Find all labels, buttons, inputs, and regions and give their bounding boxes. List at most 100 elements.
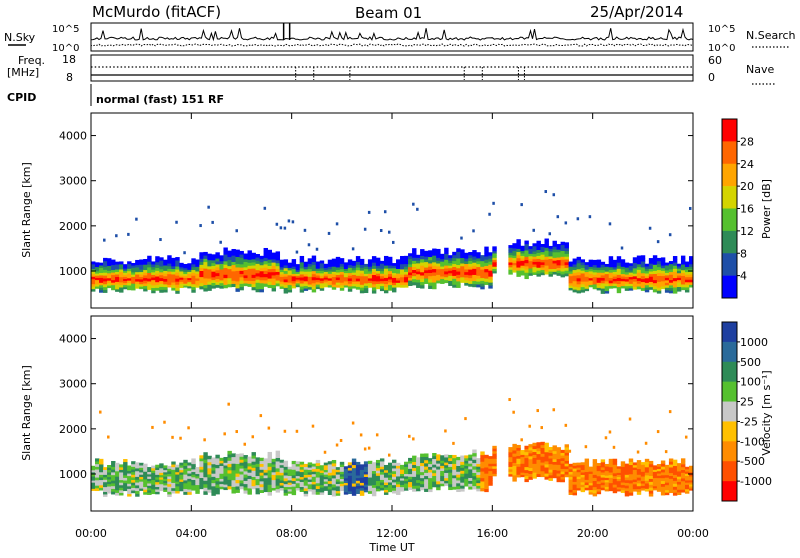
echo-cell [636, 275, 642, 279]
echo-cell [492, 465, 497, 469]
echo-cell [259, 478, 264, 482]
echo-cell [628, 483, 634, 487]
echo-cell [95, 262, 100, 265]
echo-cell [528, 470, 533, 474]
echo-cell [464, 269, 469, 273]
echo-scatter [520, 203, 523, 207]
echo-cell [131, 272, 136, 275]
echo-cell [512, 248, 517, 251]
echo-cell [516, 466, 521, 470]
echo-cell [203, 284, 208, 289]
echo-cell [536, 246, 541, 251]
echo-cell [147, 267, 152, 271]
echo-cell [616, 470, 622, 473]
echo-cell [159, 477, 164, 480]
echo-cell [668, 486, 674, 491]
echo-cell [532, 469, 537, 473]
echo-cell [147, 480, 152, 484]
echo-cell [315, 270, 321, 274]
echo-cell [327, 466, 333, 470]
colorbar-segment [722, 361, 737, 382]
echo-cell [131, 269, 136, 273]
echo-cell [203, 452, 208, 457]
echo-cell [275, 464, 281, 469]
echo-cell [660, 472, 666, 476]
echo-cell [596, 269, 602, 273]
echo-cell [91, 273, 96, 277]
station-title: McMurdo (fitACF) [92, 3, 221, 21]
echo-cell [355, 258, 361, 262]
echo-cell [307, 266, 313, 270]
echo-cell [175, 478, 180, 482]
echo-cell [167, 481, 172, 485]
echo-cell [640, 485, 646, 489]
echo-cell [167, 470, 172, 474]
echo-cell [271, 474, 277, 478]
echo-cell [347, 278, 353, 282]
echo-cell [480, 458, 485, 462]
echo-cell [628, 476, 634, 481]
echo-cell [532, 253, 537, 257]
echo-cell [339, 485, 345, 489]
echo-cell [231, 280, 236, 284]
echo-cell [139, 474, 144, 478]
echo-cell [163, 267, 168, 271]
echo-cell [191, 476, 196, 480]
echo-cell [392, 459, 397, 463]
echo-cell [448, 280, 453, 284]
echo-cell [656, 473, 662, 476]
echo-cell [524, 448, 529, 453]
echo-cell [484, 259, 489, 263]
echo-cell [383, 487, 389, 490]
echo-cell [684, 281, 690, 285]
echo-cell [199, 472, 204, 476]
echo-cell [359, 482, 365, 486]
echo-cell [480, 471, 485, 475]
echo-cell [564, 463, 569, 467]
echo-cell [351, 470, 357, 475]
echo-cell [183, 471, 188, 475]
echo-cell [688, 276, 694, 280]
echo-cell [231, 460, 236, 464]
echo-cell [648, 481, 654, 485]
echo-cell [151, 287, 156, 291]
echo-cell [648, 260, 654, 264]
echo-cell [444, 454, 449, 458]
echo-cell [347, 283, 353, 287]
colorbar-tick-label: 1000 [740, 336, 768, 349]
echo-cell [367, 482, 373, 486]
echo-cell [676, 279, 682, 283]
echo-cell [632, 486, 638, 490]
echo-cell [648, 466, 654, 471]
echo-cell [556, 246, 561, 250]
echo-scatter [552, 408, 556, 412]
echo-cell [428, 460, 433, 465]
echo-cell [636, 462, 642, 467]
echo-cell [383, 271, 389, 275]
echo-cell [624, 285, 630, 289]
echo-cell [424, 459, 429, 464]
echo-cell [335, 474, 341, 477]
echo-cell [472, 265, 477, 269]
echo-cell [516, 458, 521, 462]
echo-cell [131, 287, 136, 291]
echo-cell [223, 264, 228, 269]
echo-cell [612, 266, 618, 270]
echo-cell [456, 284, 461, 288]
echo-cell [472, 280, 477, 285]
echo-cell [91, 286, 96, 290]
echo-cell [139, 488, 144, 491]
echo-cell [343, 482, 349, 486]
echo-cell [648, 281, 654, 285]
echo-cell [123, 480, 128, 484]
echo-cell [648, 463, 654, 468]
echo-cell [351, 483, 357, 487]
echo-cell [351, 492, 357, 496]
echo-cell [107, 285, 112, 289]
echo-cell [95, 273, 100, 276]
echo-cell [219, 486, 224, 490]
echo-cell [408, 272, 413, 276]
echo-cell [460, 276, 465, 281]
echo-cell [175, 474, 180, 477]
echo-cell [472, 482, 477, 487]
